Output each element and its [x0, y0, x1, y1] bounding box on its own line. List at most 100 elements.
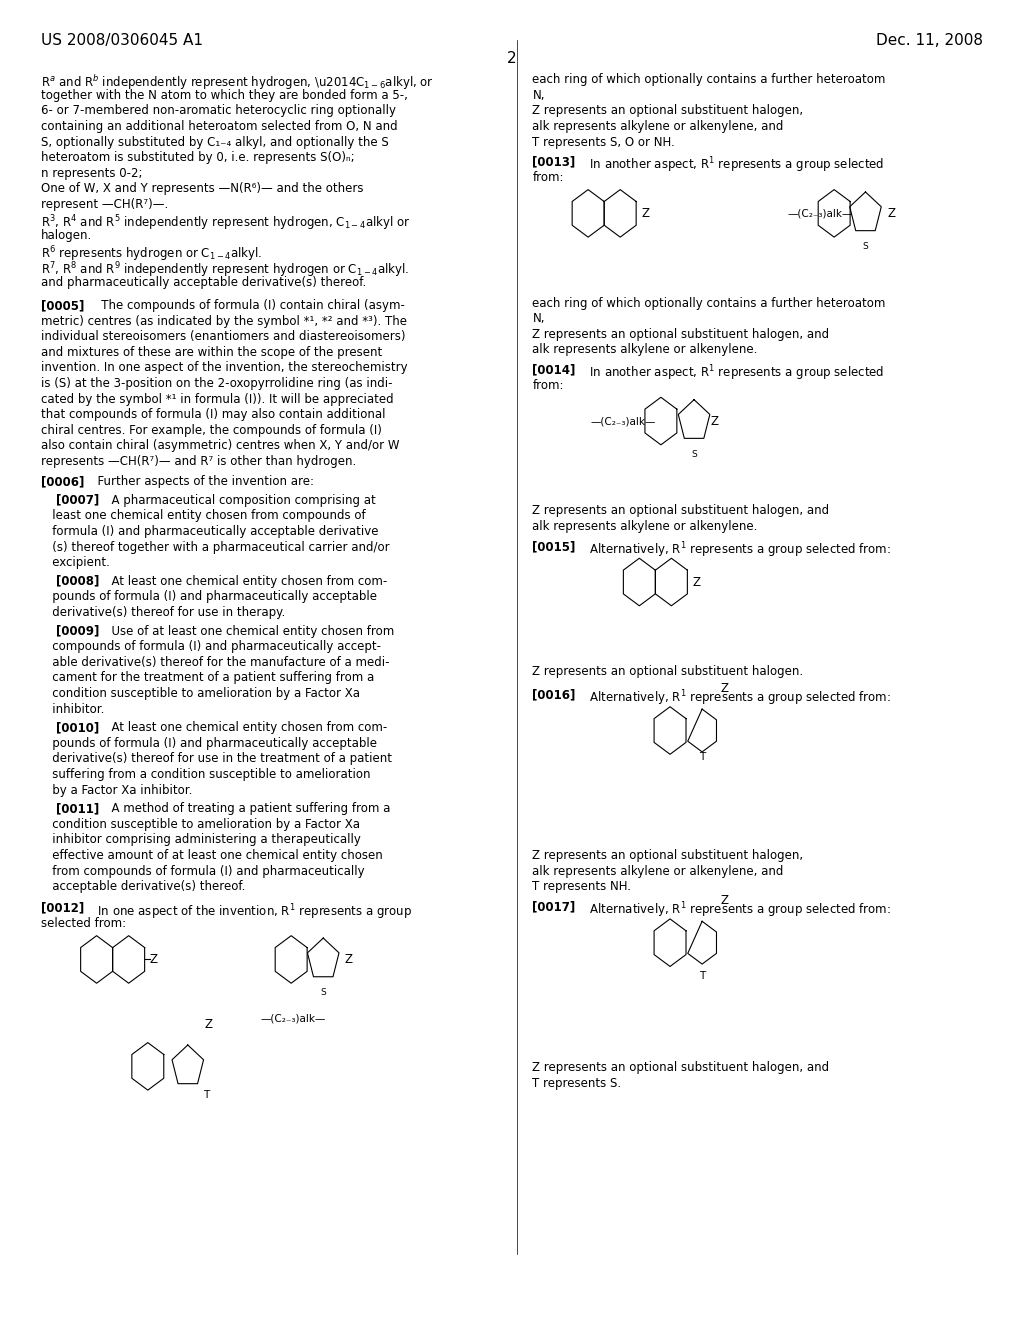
Text: Z represents an optional substituent halogen, and: Z represents an optional substituent hal…	[532, 327, 829, 341]
Text: In another aspect, R$^{1}$ represents a group selected: In another aspect, R$^{1}$ represents a …	[582, 363, 884, 383]
Text: inhibitor comprising administering a therapeutically: inhibitor comprising administering a the…	[41, 833, 360, 846]
Text: [0013]: [0013]	[532, 156, 575, 169]
Text: R$^{3}$, R$^{4}$ and R$^{5}$ independently represent hydrogen, C$_{1-4}$alkyl or: R$^{3}$, R$^{4}$ and R$^{5}$ independent…	[41, 214, 411, 234]
Text: R$^{6}$ represents hydrogen or C$_{1-4}$alkyl.: R$^{6}$ represents hydrogen or C$_{1-4}$…	[41, 244, 262, 264]
Text: alk represents alkylene or alkenylene.: alk represents alkylene or alkenylene.	[532, 520, 758, 533]
Text: Z represents an optional substituent halogen,: Z represents an optional substituent hal…	[532, 104, 804, 117]
Text: Alternatively, R$^{1}$ represents a group selected from:: Alternatively, R$^{1}$ represents a grou…	[582, 540, 890, 560]
Text: At least one chemical entity chosen from com-: At least one chemical entity chosen from…	[104, 721, 388, 734]
Text: formula (I) and pharmaceutically acceptable derivative: formula (I) and pharmaceutically accepta…	[41, 525, 379, 539]
Text: each ring of which optionally contains a further heteroatom: each ring of which optionally contains a…	[532, 297, 886, 309]
Text: [0009]: [0009]	[56, 624, 99, 638]
Text: invention. In one aspect of the invention, the stereochemistry: invention. In one aspect of the inventio…	[41, 362, 408, 375]
Text: Z represents an optional substituent halogen,: Z represents an optional substituent hal…	[532, 849, 804, 862]
Text: [0016]: [0016]	[532, 689, 575, 701]
Text: Alternatively, R$^{1}$ represents a group selected from:: Alternatively, R$^{1}$ represents a grou…	[582, 689, 890, 708]
Text: each ring of which optionally contains a further heteroatom: each ring of which optionally contains a…	[532, 73, 886, 86]
Text: n represents 0-2;: n represents 0-2;	[41, 166, 142, 180]
Text: T represents NH.: T represents NH.	[532, 880, 632, 894]
Text: Z: Z	[641, 207, 649, 220]
Text: —(C₂₋₃)alk—: —(C₂₋₃)alk—	[591, 416, 656, 426]
Text: R$^{7}$, R$^{8}$ and R$^{9}$ independently represent hydrogen or C$_{1-4}$alkyl.: R$^{7}$, R$^{8}$ and R$^{9}$ independent…	[41, 260, 409, 280]
Text: 2: 2	[507, 51, 517, 66]
Text: [0008]: [0008]	[56, 574, 99, 587]
Text: from:: from:	[532, 172, 564, 185]
Text: In one aspect of the invention, R$^{1}$ represents a group: In one aspect of the invention, R$^{1}$ …	[90, 902, 413, 921]
Text: N,: N,	[532, 88, 545, 102]
Text: Z: Z	[887, 207, 895, 220]
Text: halogen.: halogen.	[41, 230, 92, 242]
Text: also contain chiral (asymmetric) centres when X, Y and/or W: also contain chiral (asymmetric) centres…	[41, 440, 399, 453]
Text: R$^{a}$ and R$^{b}$ independently represent hydrogen, \u2014C$_{1-6}$alkyl, or: R$^{a}$ and R$^{b}$ independently repres…	[41, 73, 434, 92]
Text: least one chemical entity chosen from compounds of: least one chemical entity chosen from co…	[41, 510, 366, 523]
Text: heteroatom is substituted by 0, i.e. represents S(O)ₙ;: heteroatom is substituted by 0, i.e. rep…	[41, 152, 354, 164]
Text: A method of treating a patient suffering from a: A method of treating a patient suffering…	[104, 803, 391, 816]
Text: cament for the treatment of a patient suffering from a: cament for the treatment of a patient su…	[41, 672, 374, 684]
Text: S: S	[321, 987, 326, 997]
Text: is (S) at the 3-position on the 2-oxopyrrolidine ring (as indi-: is (S) at the 3-position on the 2-oxopyr…	[41, 378, 392, 389]
Text: individual stereoisomers (enantiomers and diastereoisomers): individual stereoisomers (enantiomers an…	[41, 330, 406, 343]
Text: [0005]: [0005]	[41, 300, 84, 312]
Text: represent —CH(R⁷)—.: represent —CH(R⁷)—.	[41, 198, 168, 211]
Text: together with the N atom to which they are bonded form a 5-,: together with the N atom to which they a…	[41, 88, 408, 102]
Text: Z: Z	[721, 894, 728, 907]
Text: alk represents alkylene or alkenylene, and: alk represents alkylene or alkenylene, a…	[532, 865, 783, 878]
Text: At least one chemical entity chosen from com-: At least one chemical entity chosen from…	[104, 574, 388, 587]
Text: that compounds of formula (I) may also contain additional: that compounds of formula (I) may also c…	[41, 408, 385, 421]
Text: containing an additional heteroatom selected from O, N and: containing an additional heteroatom sele…	[41, 120, 397, 133]
Text: A pharmaceutical composition comprising at: A pharmaceutical composition comprising …	[104, 494, 376, 507]
Text: condition susceptible to amelioration by a Factor Xa: condition susceptible to amelioration by…	[41, 818, 360, 830]
Text: (s) thereof together with a pharmaceutical carrier and/or: (s) thereof together with a pharmaceutic…	[41, 541, 389, 553]
Text: One of W, X and Y represents —N(R⁶)— and the others: One of W, X and Y represents —N(R⁶)— and…	[41, 182, 364, 195]
Text: [0014]: [0014]	[532, 363, 575, 376]
Text: [0015]: [0015]	[532, 540, 575, 553]
Text: derivative(s) thereof for use in the treatment of a patient: derivative(s) thereof for use in the tre…	[41, 752, 392, 766]
Text: inhibitor.: inhibitor.	[41, 702, 104, 715]
Text: In another aspect, R$^{1}$ represents a group selected: In another aspect, R$^{1}$ represents a …	[582, 156, 884, 176]
Text: Z: Z	[711, 414, 719, 428]
Text: chiral centres. For example, the compounds of formula (I): chiral centres. For example, the compoun…	[41, 424, 382, 437]
Text: selected from:: selected from:	[41, 917, 126, 931]
Text: Z represents an optional substituent halogen, and: Z represents an optional substituent hal…	[532, 504, 829, 517]
Text: —(C₂₋₃)alk—: —(C₂₋₃)alk—	[787, 209, 853, 218]
Text: metric) centres (as indicated by the symbol *¹, *² and *³). The: metric) centres (as indicated by the sym…	[41, 314, 407, 327]
Text: suffering from a condition susceptible to amelioration: suffering from a condition susceptible t…	[41, 768, 371, 781]
Text: Z represents an optional substituent halogen.: Z represents an optional substituent hal…	[532, 665, 804, 678]
Text: pounds of formula (I) and pharmaceutically acceptable: pounds of formula (I) and pharmaceutical…	[41, 737, 377, 750]
Text: T: T	[699, 752, 706, 762]
Text: able derivative(s) thereof for the manufacture of a medi-: able derivative(s) thereof for the manuf…	[41, 656, 389, 669]
Text: Z: Z	[150, 953, 158, 966]
Text: Further aspects of the invention are:: Further aspects of the invention are:	[90, 475, 314, 488]
Text: from:: from:	[532, 379, 564, 392]
Text: [0012]: [0012]	[41, 902, 84, 915]
Text: S, optionally substituted by C₁₋₄ alkyl, and optionally the S: S, optionally substituted by C₁₋₄ alkyl,…	[41, 136, 389, 149]
Text: [0011]: [0011]	[56, 803, 99, 816]
Text: 6- or 7-membered non-aromatic heterocyclic ring optionally: 6- or 7-membered non-aromatic heterocycl…	[41, 104, 396, 117]
Text: Z: Z	[692, 576, 700, 589]
Text: US 2008/0306045 A1: US 2008/0306045 A1	[41, 33, 203, 48]
Text: derivative(s) thereof for use in therapy.: derivative(s) thereof for use in therapy…	[41, 606, 286, 619]
Text: effective amount of at least one chemical entity chosen: effective amount of at least one chemica…	[41, 849, 383, 862]
Text: by a Factor Xa inhibitor.: by a Factor Xa inhibitor.	[41, 784, 193, 796]
Text: Dec. 11, 2008: Dec. 11, 2008	[877, 33, 983, 48]
Text: The compounds of formula (I) contain chiral (asym-: The compounds of formula (I) contain chi…	[90, 300, 404, 312]
Text: from compounds of formula (I) and pharmaceutically: from compounds of formula (I) and pharma…	[41, 865, 365, 878]
Text: Z: Z	[721, 682, 728, 694]
Text: pounds of formula (I) and pharmaceutically acceptable: pounds of formula (I) and pharmaceutical…	[41, 590, 377, 603]
Text: Use of at least one chemical entity chosen from: Use of at least one chemical entity chos…	[104, 624, 394, 638]
Text: S: S	[691, 450, 697, 458]
Text: Z: Z	[344, 953, 352, 966]
Text: T represents S.: T represents S.	[532, 1077, 622, 1090]
Text: Alternatively, R$^{1}$ represents a group selected from:: Alternatively, R$^{1}$ represents a grou…	[582, 900, 890, 920]
Text: and pharmaceutically acceptable derivative(s) thereof.: and pharmaceutically acceptable derivati…	[41, 276, 367, 289]
Text: represents —CH(R⁷)— and R⁷ is other than hydrogen.: represents —CH(R⁷)— and R⁷ is other than…	[41, 455, 356, 467]
Text: —(C₂₋₃)alk—: —(C₂₋₃)alk—	[260, 1014, 326, 1024]
Text: [0017]: [0017]	[532, 900, 575, 913]
Text: T: T	[699, 972, 706, 981]
Text: [0007]: [0007]	[56, 494, 99, 507]
Text: T: T	[203, 1090, 209, 1101]
Text: alk represents alkylene or alkenylene, and: alk represents alkylene or alkenylene, a…	[532, 120, 783, 133]
Text: condition susceptible to amelioration by a Factor Xa: condition susceptible to amelioration by…	[41, 686, 360, 700]
Text: T represents S, O or NH.: T represents S, O or NH.	[532, 136, 675, 149]
Text: excipient.: excipient.	[41, 556, 110, 569]
